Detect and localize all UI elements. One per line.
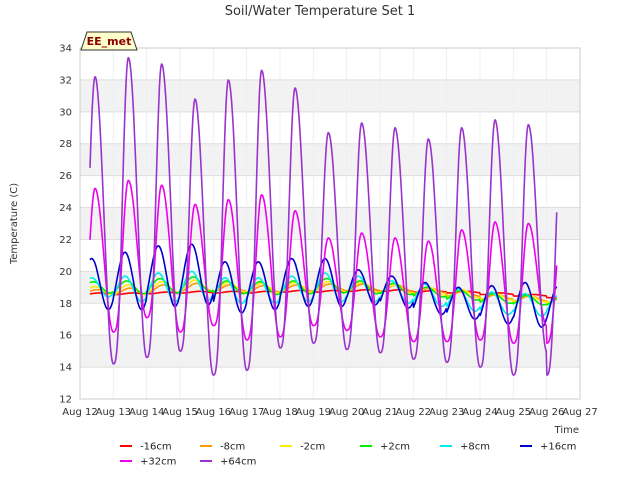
badge-label: EE_met bbox=[87, 35, 132, 48]
legend-label: -2cm bbox=[300, 442, 325, 453]
y-tick-label: 14 bbox=[59, 363, 72, 374]
y-tick-label: 28 bbox=[59, 139, 72, 150]
legend-item: +8cm bbox=[440, 442, 490, 453]
series-line-16cm bbox=[89, 243, 558, 328]
series-line-64cm bbox=[89, 56, 558, 376]
legend-label: +8cm bbox=[460, 442, 490, 453]
y-tick-label: 12 bbox=[59, 395, 72, 406]
plot-band bbox=[80, 335, 580, 368]
legend-item: -16cm bbox=[120, 442, 172, 453]
x-axis-label: Time bbox=[554, 425, 579, 436]
x-tick-label: Aug 20 bbox=[329, 407, 364, 418]
legend-label: +2cm bbox=[380, 442, 410, 453]
y-axis-ticks: 12 14 16 18 20 22 24 26 28 30 32 34 bbox=[59, 44, 72, 406]
x-tick-label: Aug 21 bbox=[362, 407, 397, 418]
badge-shape bbox=[80, 31, 138, 51]
x-tick-label: Aug 23 bbox=[429, 407, 464, 418]
legend-item: +16cm bbox=[520, 442, 576, 453]
x-tick-label: Aug 14 bbox=[129, 407, 164, 418]
y-tick-label: 34 bbox=[59, 44, 72, 55]
x-tick-label: Aug 22 bbox=[396, 407, 431, 418]
x-tick-label: Aug 26 bbox=[529, 407, 564, 418]
x-tick-label: Aug 16 bbox=[196, 407, 231, 418]
legend-label: +16cm bbox=[540, 442, 576, 453]
x-tick-label: Aug 27 bbox=[562, 407, 597, 418]
legend-label: +32cm bbox=[140, 457, 176, 468]
x-tick-label: Aug 24 bbox=[462, 407, 497, 418]
plot-frame bbox=[79, 47, 581, 400]
plot-band bbox=[80, 79, 580, 112]
legend-label: -16cm bbox=[140, 442, 172, 453]
x-tick-label: Aug 17 bbox=[229, 407, 264, 418]
y-tick-label: 24 bbox=[59, 203, 72, 214]
y-tick-label: 20 bbox=[59, 267, 72, 278]
chart-title: Soil/Water Temperature Set 1 bbox=[225, 4, 416, 19]
y-tick-label: 30 bbox=[59, 107, 72, 118]
y-tick-label: 22 bbox=[59, 235, 72, 246]
y-tick-label: 26 bbox=[59, 171, 72, 182]
x-tick-label: Aug 25 bbox=[496, 407, 531, 418]
y-tick-label: 16 bbox=[59, 331, 72, 342]
x-tick-label: Aug 18 bbox=[262, 407, 297, 418]
y-axis-label: Temperature (C) bbox=[9, 183, 20, 265]
legend-item: -8cm bbox=[200, 442, 245, 453]
x-tick-label: Aug 19 bbox=[296, 407, 331, 418]
axes bbox=[79, 47, 581, 400]
legend-item: +2cm bbox=[360, 442, 410, 453]
legend: -16cm -8cm -2cm +2cm +8cm +16cm +32cm +64cm bbox=[120, 442, 576, 468]
y-tick-label: 32 bbox=[59, 75, 72, 86]
plot-band bbox=[80, 143, 580, 176]
legend-item: +32cm bbox=[120, 457, 176, 468]
series-layer bbox=[89, 56, 558, 376]
station-badge: EE_met bbox=[80, 31, 138, 51]
legend-label: +64cm bbox=[220, 457, 256, 468]
x-tick-label: Aug 15 bbox=[162, 407, 197, 418]
legend-item: +64cm bbox=[200, 457, 256, 468]
legend-label: -8cm bbox=[220, 442, 245, 453]
legend-item: -2cm bbox=[280, 442, 325, 453]
plot-bands bbox=[80, 79, 580, 368]
series-line-32cm bbox=[89, 179, 558, 344]
x-tick-label: Aug 13 bbox=[96, 407, 131, 418]
x-tick-label: Aug 12 bbox=[62, 407, 97, 418]
y-tick-label: 18 bbox=[59, 299, 72, 310]
